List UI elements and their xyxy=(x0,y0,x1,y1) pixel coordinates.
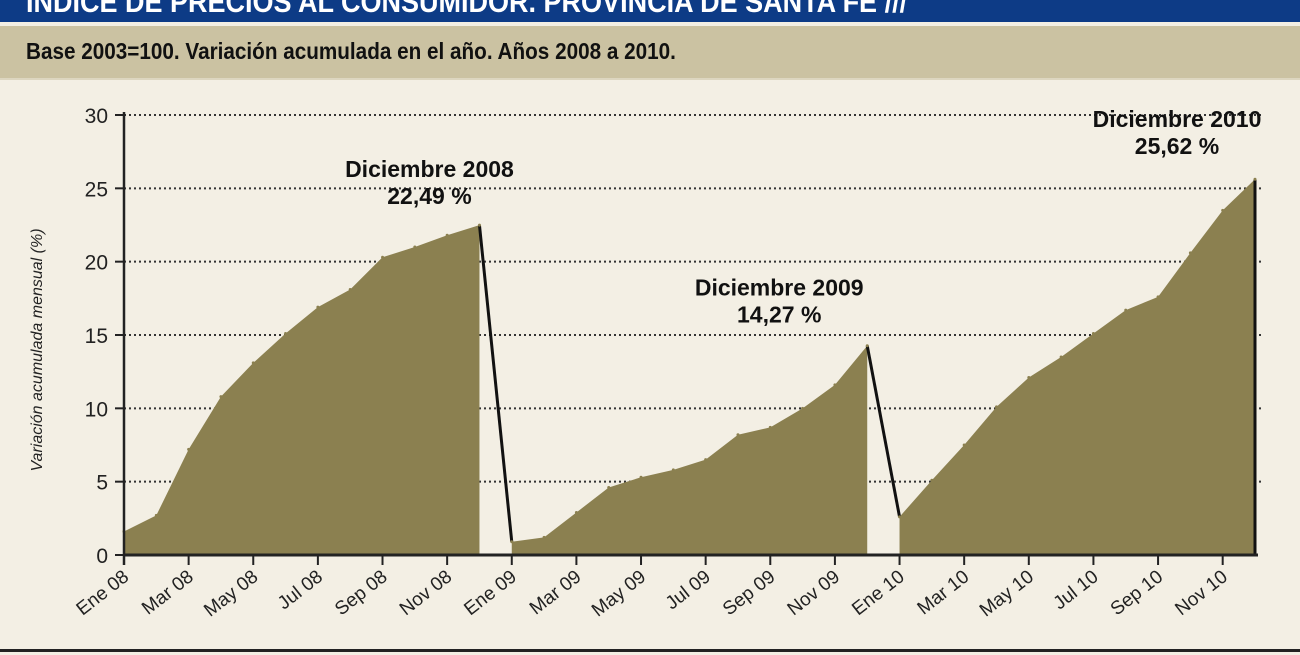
y-tick-label: 5 xyxy=(96,472,108,495)
chart-subtitle: Base 2003=100. Variación acumulada en el… xyxy=(26,38,676,64)
x-tick-label: Ene 09 xyxy=(460,566,520,620)
x-tick-label: Jul 10 xyxy=(1050,566,1103,614)
annotation-label: Diciembre 2008 xyxy=(345,156,514,182)
x-tick-label: Mar 09 xyxy=(526,566,586,619)
y-tick-label: 0 xyxy=(96,545,108,568)
data-point xyxy=(154,513,158,517)
x-tick-label: Mar 08 xyxy=(138,566,198,619)
data-point xyxy=(833,383,837,387)
y-tick-label: 25 xyxy=(85,178,108,201)
x-tick-label: Ene 08 xyxy=(73,566,133,620)
data-point xyxy=(251,361,255,365)
data-point xyxy=(865,344,869,348)
x-tick-label: Nov 09 xyxy=(784,566,844,620)
data-point xyxy=(477,223,481,227)
subtitle-band: Base 2003=100. Variación acumulada en el… xyxy=(0,26,1300,80)
data-point xyxy=(316,305,320,309)
data-point xyxy=(801,406,805,410)
data-point xyxy=(1091,332,1095,336)
data-point xyxy=(445,233,449,237)
area-segment-2009 xyxy=(511,345,868,555)
bottom-divider xyxy=(0,649,1300,652)
data-point xyxy=(1027,376,1031,380)
chart-title: INDICE DE PRECIOS AL CONSUMIDOR. PROVINC… xyxy=(26,0,908,19)
annotation-value: 14,27 % xyxy=(737,302,821,328)
x-tick-label: Sep 10 xyxy=(1107,566,1167,620)
data-point xyxy=(671,468,675,472)
data-point xyxy=(284,332,288,336)
data-point xyxy=(510,540,514,544)
annotation-value: 22,49 % xyxy=(387,183,471,209)
x-tick-label: Nov 08 xyxy=(396,566,456,620)
annotation-label: Diciembre 2010 xyxy=(1093,106,1262,132)
data-point xyxy=(574,510,578,514)
x-tick-label: May 10 xyxy=(976,566,1038,621)
data-point xyxy=(898,515,902,519)
annotation-label: Diciembre 2009 xyxy=(695,275,864,301)
data-point xyxy=(639,475,643,479)
data-point xyxy=(1124,308,1128,312)
x-tick-label: May 08 xyxy=(200,566,262,621)
x-tick-label: Jul 09 xyxy=(662,566,715,614)
data-point xyxy=(930,478,934,482)
data-point xyxy=(348,288,352,292)
data-point xyxy=(994,405,998,409)
data-point xyxy=(1156,295,1160,299)
x-tick-label: Nov 10 xyxy=(1171,566,1231,620)
data-point xyxy=(1253,177,1257,181)
data-point xyxy=(381,255,385,259)
drop-line xyxy=(865,345,902,518)
y-tick-label: 20 xyxy=(85,252,108,275)
x-tick-label: Sep 08 xyxy=(331,566,391,620)
x-tick-label: Ene 10 xyxy=(848,566,908,620)
data-point xyxy=(1188,251,1192,255)
data-point xyxy=(1221,208,1225,212)
y-tick-label: 10 xyxy=(85,398,108,421)
title-bar: INDICE DE PRECIOS AL CONSUMIDOR. PROVINC… xyxy=(0,0,1300,22)
data-point xyxy=(413,245,417,249)
data-point xyxy=(607,486,611,490)
data-point xyxy=(219,395,223,399)
y-axis-label: Variación acumulada mensual (%) xyxy=(29,228,46,471)
drop-line xyxy=(477,224,514,542)
x-tick-label: Mar 10 xyxy=(914,566,974,619)
area-segment-2010 xyxy=(899,179,1255,556)
annotation-value: 25,62 % xyxy=(1135,133,1219,159)
area-segment-2008 xyxy=(124,225,480,555)
y-tick-label: 15 xyxy=(85,325,108,348)
data-point xyxy=(736,433,740,437)
y-tick-label: 30 xyxy=(85,105,108,128)
x-tick-label: Jul 08 xyxy=(274,566,327,614)
data-point xyxy=(542,535,546,539)
data-point xyxy=(704,458,708,462)
x-tick-label: May 09 xyxy=(588,566,650,621)
data-point xyxy=(768,425,772,429)
data-point xyxy=(187,447,191,451)
data-point xyxy=(962,443,966,447)
data-point xyxy=(1059,355,1063,359)
x-tick-label: Sep 09 xyxy=(719,566,779,620)
